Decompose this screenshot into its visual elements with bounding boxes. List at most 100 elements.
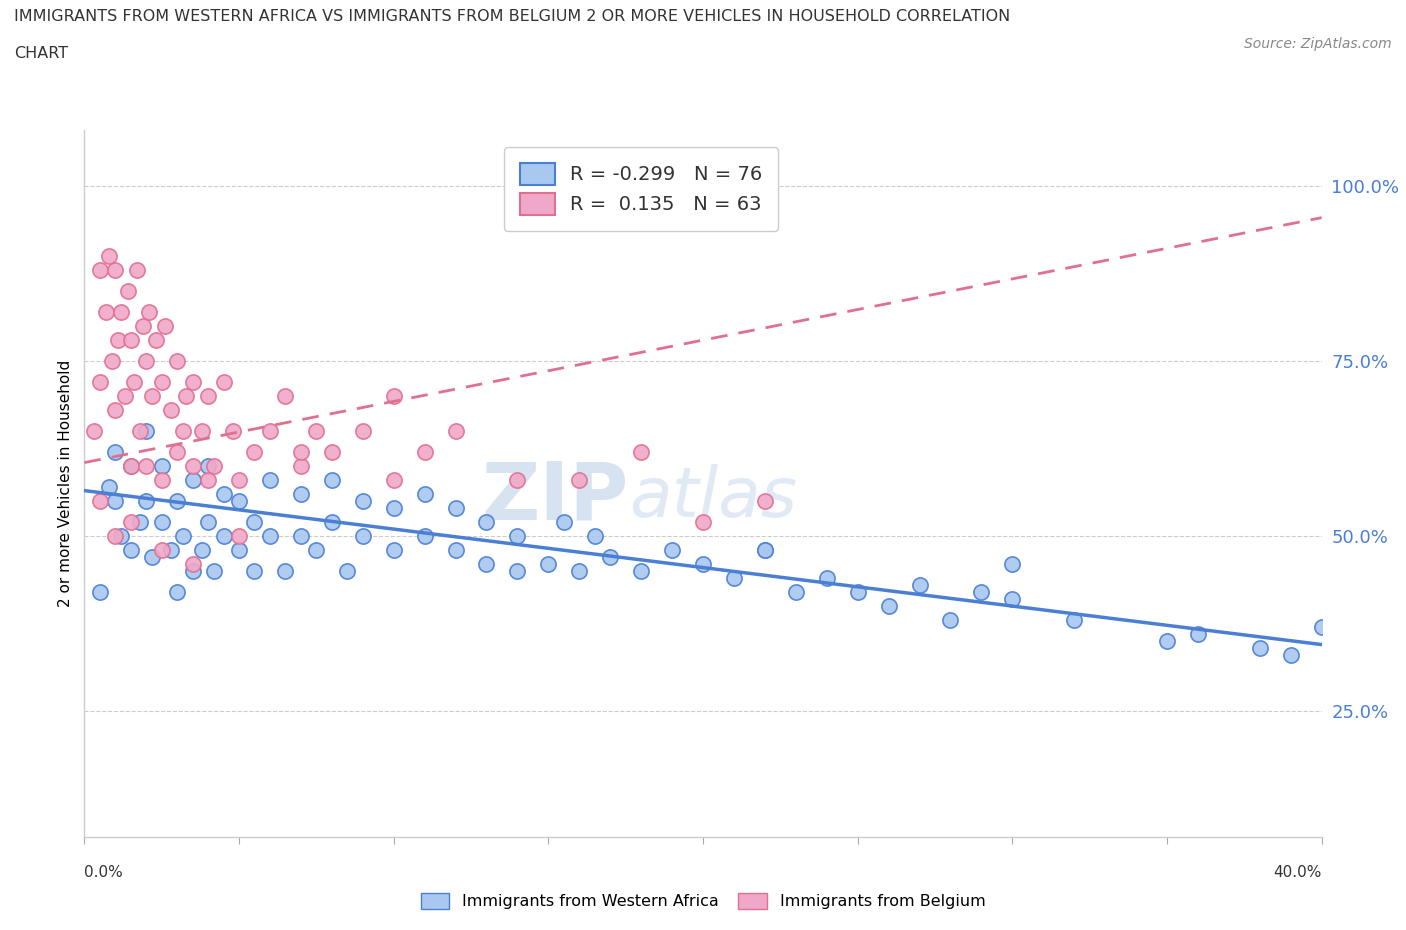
Point <box>290 486 312 501</box>
Point <box>321 472 343 487</box>
Point <box>877 599 900 614</box>
Y-axis label: 2 or more Vehicles in Household: 2 or more Vehicles in Household <box>58 360 73 607</box>
Point <box>908 578 931 592</box>
Point <box>568 472 591 487</box>
Point <box>290 458 312 473</box>
Point <box>382 389 405 404</box>
Point <box>228 494 250 509</box>
Point <box>583 528 606 543</box>
Point <box>630 445 652 459</box>
Point <box>191 542 214 557</box>
Point <box>321 445 343 459</box>
Point <box>83 424 105 439</box>
Point <box>132 319 155 334</box>
Point <box>1001 591 1024 606</box>
Point <box>135 458 157 473</box>
Point <box>166 353 188 368</box>
Point <box>243 564 266 578</box>
Point <box>305 542 328 557</box>
Point <box>305 424 328 439</box>
Point <box>553 514 575 529</box>
Point <box>661 542 683 557</box>
Point <box>98 248 121 263</box>
Point <box>444 424 467 439</box>
Point <box>785 585 807 600</box>
Point <box>444 542 467 557</box>
Point <box>228 472 250 487</box>
Point <box>197 389 219 404</box>
Point <box>141 389 163 404</box>
Point <box>692 557 714 572</box>
Point <box>939 613 962 628</box>
Point <box>89 375 111 390</box>
Point <box>228 528 250 543</box>
Point <box>104 445 127 459</box>
Legend: Immigrants from Western Africa, Immigrants from Belgium: Immigrants from Western Africa, Immigran… <box>412 884 994 917</box>
Point <box>138 305 160 320</box>
Point <box>150 472 173 487</box>
Point <box>150 514 173 529</box>
Point <box>160 403 183 418</box>
Point <box>228 542 250 557</box>
Point <box>212 528 235 543</box>
Point <box>630 564 652 578</box>
Point <box>475 514 498 529</box>
Point <box>181 564 204 578</box>
Point <box>321 514 343 529</box>
Point <box>94 305 117 320</box>
Point <box>89 585 111 600</box>
Point <box>114 389 136 404</box>
Point <box>120 458 142 473</box>
Text: CHART: CHART <box>14 46 67 61</box>
Point <box>413 445 436 459</box>
Point <box>202 458 225 473</box>
Point <box>117 284 139 299</box>
Point <box>444 500 467 515</box>
Point <box>970 585 993 600</box>
Point <box>120 542 142 557</box>
Point <box>243 445 266 459</box>
Point <box>135 494 157 509</box>
Point <box>160 542 183 557</box>
Point <box>129 514 152 529</box>
Point <box>754 494 776 509</box>
Point <box>1279 647 1302 662</box>
Point <box>754 542 776 557</box>
Point <box>145 333 167 348</box>
Point <box>197 472 219 487</box>
Point <box>125 262 148 277</box>
Point <box>181 375 204 390</box>
Point <box>110 305 132 320</box>
Point <box>259 528 281 543</box>
Point <box>1187 627 1209 642</box>
Point <box>120 458 142 473</box>
Point <box>274 564 297 578</box>
Point <box>181 557 204 572</box>
Point <box>166 585 188 600</box>
Point <box>568 564 591 578</box>
Point <box>382 500 405 515</box>
Point <box>352 528 374 543</box>
Point <box>110 528 132 543</box>
Point <box>413 486 436 501</box>
Point <box>274 389 297 404</box>
Point <box>135 424 157 439</box>
Point <box>506 528 529 543</box>
Point <box>107 333 129 348</box>
Point <box>172 528 194 543</box>
Point <box>197 514 219 529</box>
Point <box>197 458 219 473</box>
Point <box>1310 619 1333 634</box>
Text: atlas: atlas <box>628 464 797 531</box>
Point <box>336 564 359 578</box>
Point <box>212 375 235 390</box>
Point <box>506 472 529 487</box>
Point <box>153 319 176 334</box>
Point <box>120 333 142 348</box>
Point <box>723 571 745 586</box>
Point <box>290 445 312 459</box>
Point <box>815 571 838 586</box>
Point <box>150 458 173 473</box>
Point <box>475 557 498 572</box>
Point <box>135 353 157 368</box>
